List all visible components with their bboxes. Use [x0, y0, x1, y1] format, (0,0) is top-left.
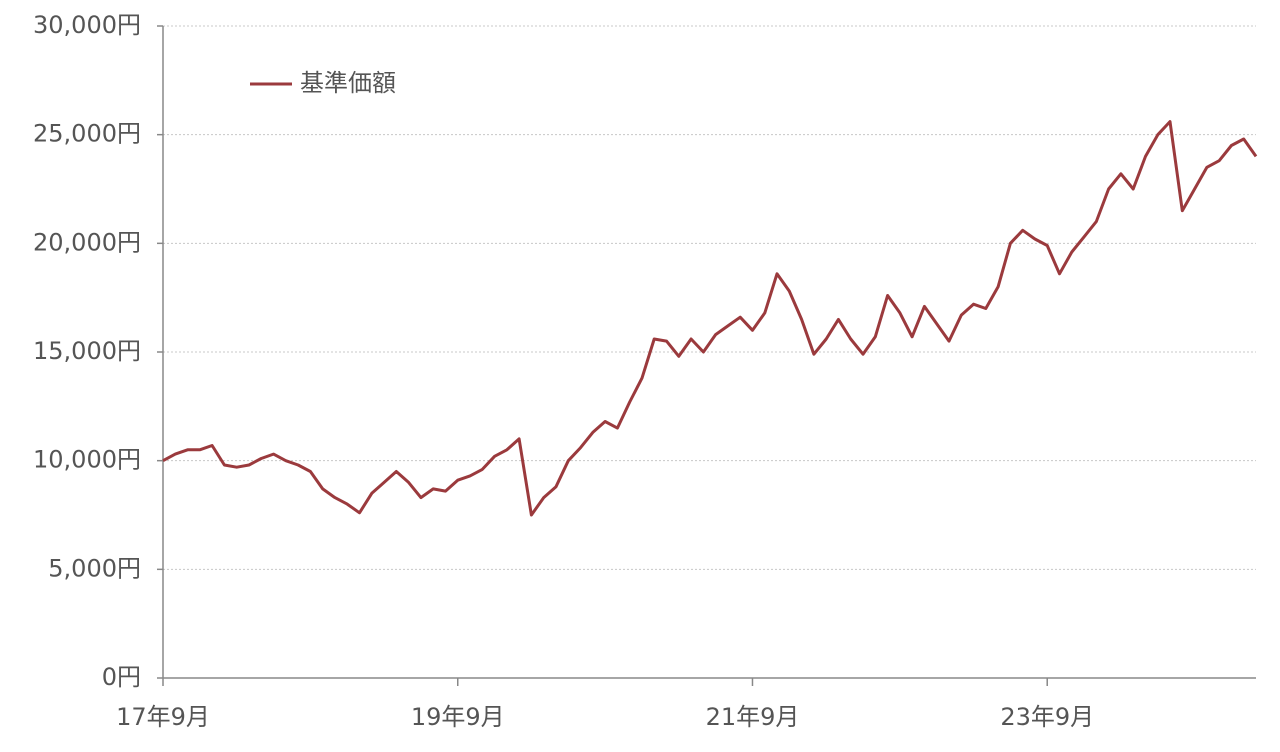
y-tick-label: 30,000円	[33, 11, 141, 39]
data-line	[162, 120, 1258, 517]
y-tick-label: 10,000円	[33, 446, 141, 474]
legend-label: 基準価額	[300, 69, 396, 97]
x-tick-label: 19年9月	[411, 703, 505, 731]
x-tick-label: 23年9月	[1000, 703, 1094, 731]
y-tick-label: 5,000円	[48, 554, 141, 582]
x-tick-label: 17年9月	[116, 703, 210, 731]
y-tick-label: 15,000円	[33, 337, 141, 365]
y-tick-label: 20,000円	[33, 228, 141, 256]
x-tick-label: 21年9月	[706, 703, 800, 731]
y-tick-label: 25,000円	[33, 120, 141, 148]
y-tick-label: 0円	[102, 663, 141, 691]
